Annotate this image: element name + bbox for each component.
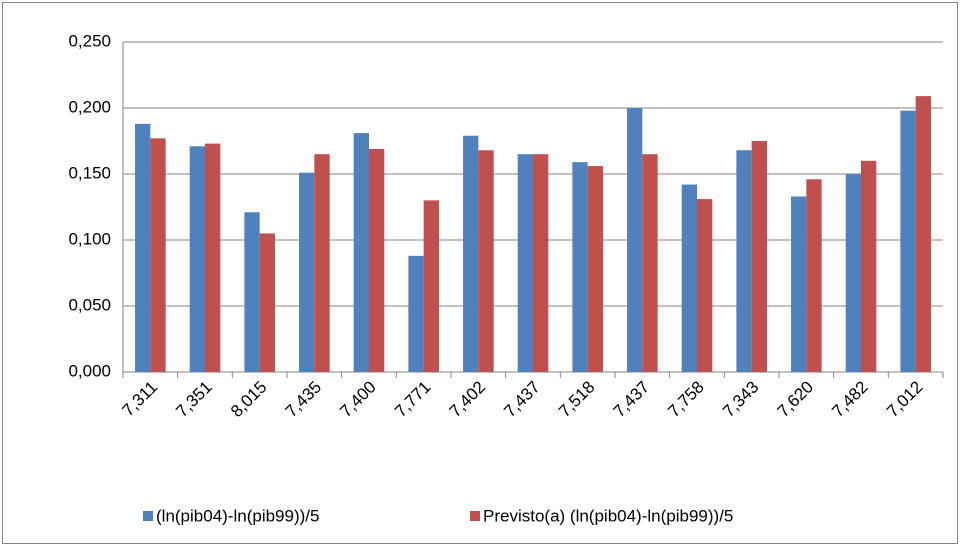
bar	[572, 162, 588, 372]
y-tick-label: 0,200	[68, 97, 111, 116]
bar	[408, 255, 424, 372]
bar	[751, 141, 767, 372]
legend-swatch	[143, 511, 153, 521]
bar	[353, 133, 369, 372]
bar	[736, 150, 752, 372]
y-tick-label: 0,100	[68, 229, 111, 248]
bar	[533, 154, 549, 372]
y-tick-label: 0,050	[68, 295, 111, 314]
bar	[189, 146, 205, 372]
legend-label: (ln(pib04)-ln(pib99))/5	[156, 506, 319, 525]
bar	[244, 212, 260, 372]
bar	[791, 196, 807, 372]
bar	[205, 143, 221, 372]
bar	[627, 108, 643, 372]
bar	[915, 96, 931, 373]
bar	[587, 166, 603, 372]
legend-swatch	[470, 511, 480, 521]
bar	[423, 200, 439, 372]
bar	[900, 110, 916, 372]
bar	[463, 135, 479, 372]
bar	[369, 148, 385, 372]
y-tick-label: 0,000	[68, 361, 111, 380]
bar	[299, 172, 315, 372]
bar	[478, 150, 494, 372]
y-tick-label: 0,250	[68, 31, 111, 50]
bar	[697, 199, 713, 372]
bar	[150, 138, 166, 372]
bar	[806, 179, 822, 372]
bar	[517, 154, 533, 372]
y-tick-label: 0,150	[68, 163, 111, 182]
bar	[845, 174, 861, 372]
bar	[861, 160, 877, 372]
legend-label: Previsto(a) (ln(pib04)-ln(pib99))/5	[483, 506, 733, 525]
bar	[314, 154, 330, 372]
bar	[259, 233, 275, 372]
bar	[681, 184, 697, 372]
bar	[642, 154, 658, 372]
bar	[135, 123, 151, 372]
